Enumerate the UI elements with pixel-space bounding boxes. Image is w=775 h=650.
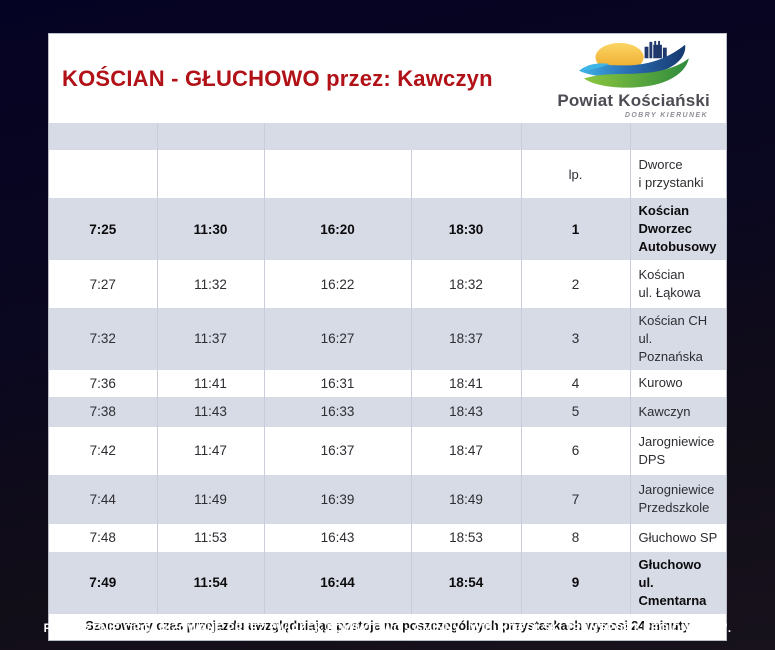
travel-time-note: Szacowany czas przejazdu uwzględniając p… <box>49 613 726 640</box>
stop-name: Kościan ul. Łąkowa <box>629 260 726 308</box>
route-title: KOŚCIAN - GŁUCHOWO przez: Kawczyn <box>62 65 493 91</box>
timetable-row: 7:36 11:41 16:31 18:41 4 Kurowo <box>49 369 726 397</box>
stop-name: Jarogniewice DPS <box>629 426 726 475</box>
departure-time: 11:53 <box>156 523 264 552</box>
timetable-row: 7:38 11:43 16:33 18:43 5 Kawczyn <box>49 396 726 427</box>
departure-time: 11:32 <box>156 260 264 308</box>
header-cell-empty <box>49 150 157 198</box>
timetable: lp. Dworce i przystanki 7:25 11:30 16:20 18… <box>49 123 726 614</box>
powiat-koscianski-logo: Powiat Kościański DOBRY KIERUNEK <box>557 39 710 119</box>
timetable-card: KOŚCIAN - GŁUCHOWO przez: Kawczyn <box>48 33 727 641</box>
departure-time: 7:27 <box>89 276 116 292</box>
header-cell-lp: lp. <box>520 150 630 198</box>
powiat-koscianski-emblem-icon <box>578 40 689 88</box>
timetable-row: 7:49 11:54 16:44 18:54 9 Głuchowo ul. Cmentar… <box>49 551 726 614</box>
departure-time: 11:49 <box>156 474 264 524</box>
header-cell-stops: Dworce i przystanki <box>629 150 726 198</box>
departure-time: 16:31 <box>263 369 411 397</box>
departure-time: 16:20 <box>263 198 411 260</box>
city-skyline-icon <box>644 40 667 58</box>
departure-time: 7:25 <box>89 221 117 237</box>
departure-time: 16:27 <box>263 308 411 370</box>
timetable-row: 7:44 11:49 16:39 18:49 7 Jarogniewice Przedsz… <box>49 474 726 524</box>
organizer-footer: POŁĄCZENIE ORGANIZOWANE PRZEZ ZWIĄZEK PO… <box>43 623 732 635</box>
departure-time: 7:49 <box>89 575 117 591</box>
departure-time: 7:42 <box>89 443 116 459</box>
departure-time: 18:43 <box>410 396 521 427</box>
departure-time: 11:47 <box>156 426 264 475</box>
departure-time: 18:32 <box>410 260 521 308</box>
departure-time: 11:37 <box>156 308 264 370</box>
departure-time: 18:37 <box>410 308 521 370</box>
departure-time: 7:48 <box>89 530 116 546</box>
stop-name: Kurowo <box>629 369 726 397</box>
departure-time: 18:49 <box>410 474 521 524</box>
band-cell <box>520 123 630 150</box>
stop-number: 7 <box>520 474 630 524</box>
departure-time: 16:39 <box>263 474 411 524</box>
stop-name: Głuchowo ul. Cmentarna <box>629 551 726 614</box>
blue-wave-shape <box>578 44 685 77</box>
green-wave-shape <box>583 57 689 88</box>
stop-name: Kościan CH ul. Poznańska <box>629 308 726 370</box>
timetable-body: lp. Dworce i przystanki 7:25 11:30 16:20 18… <box>49 123 726 614</box>
stop-number: 6 <box>520 426 630 475</box>
departure-time: 16:22 <box>263 260 411 308</box>
departure-time: 16:37 <box>263 426 411 475</box>
departure-time: 11:30 <box>156 198 264 260</box>
logo-tagline: DOBRY KIERUNEK <box>624 111 708 119</box>
stop-number: 2 <box>520 260 630 308</box>
stop-name: Kawczyn <box>629 396 726 427</box>
stop-number: 9 <box>520 551 630 614</box>
departure-time: 7:32 <box>89 331 116 347</box>
departure-time: 11:41 <box>156 369 264 397</box>
band-cell <box>263 123 521 150</box>
departure-time: 16:44 <box>263 551 411 614</box>
timetable-row: 7:32 11:37 16:27 18:37 3 Kościan CH ul. Pozna… <box>49 308 726 370</box>
top-band-row <box>49 123 726 150</box>
stop-number: 5 <box>520 396 630 427</box>
departure-time: 18:53 <box>410 523 521 552</box>
header-cell-empty <box>156 150 264 198</box>
departure-time: 18:54 <box>410 551 521 614</box>
departure-time: 7:44 <box>89 491 116 507</box>
stop-number: 8 <box>520 523 630 552</box>
stop-name: Kościan Dworzec Autobusowy <box>629 198 726 260</box>
logo-name: Powiat Kościański <box>557 90 710 110</box>
departure-time: 7:38 <box>89 404 116 420</box>
departure-time: 18:47 <box>410 426 521 475</box>
column-header-row: lp. Dworce i przystanki <box>49 150 726 198</box>
departure-time: 18:30 <box>410 198 521 260</box>
timetable-row: 7:25 11:30 16:20 18:30 1 Kościan Dworzec Auto… <box>49 198 726 260</box>
band-cell <box>156 123 264 150</box>
stop-name: Jarogniewice Przedszkole <box>629 474 726 524</box>
departure-time: 7:36 <box>89 375 116 391</box>
departure-time: 16:33 <box>263 396 411 427</box>
card-header: KOŚCIAN - GŁUCHOWO przez: Kawczyn <box>49 34 726 123</box>
departure-time: 16:43 <box>263 523 411 552</box>
band-cell <box>629 123 726 150</box>
timetable-row: 7:48 11:53 16:43 18:53 8 Głuchowo SP <box>49 523 726 552</box>
header-cell-empty <box>410 150 521 198</box>
stop-number: 4 <box>520 369 630 397</box>
band-cell <box>49 123 157 150</box>
timetable-row: 7:42 11:47 16:37 18:47 6 Jarogniewice DPS <box>49 426 726 475</box>
stop-number: 1 <box>520 198 630 260</box>
departure-time: 18:41 <box>410 369 521 397</box>
departure-time: 11:43 <box>156 396 264 427</box>
stop-number: 3 <box>520 308 630 370</box>
departure-time: 11:54 <box>156 551 264 614</box>
timetable-row: 7:27 11:32 16:22 18:32 2 Kościan ul. Łąkowa <box>49 260 726 308</box>
stop-name: Głuchowo SP <box>629 523 726 552</box>
cyan-accent-shape <box>578 62 610 71</box>
header-cell-empty <box>263 150 411 198</box>
